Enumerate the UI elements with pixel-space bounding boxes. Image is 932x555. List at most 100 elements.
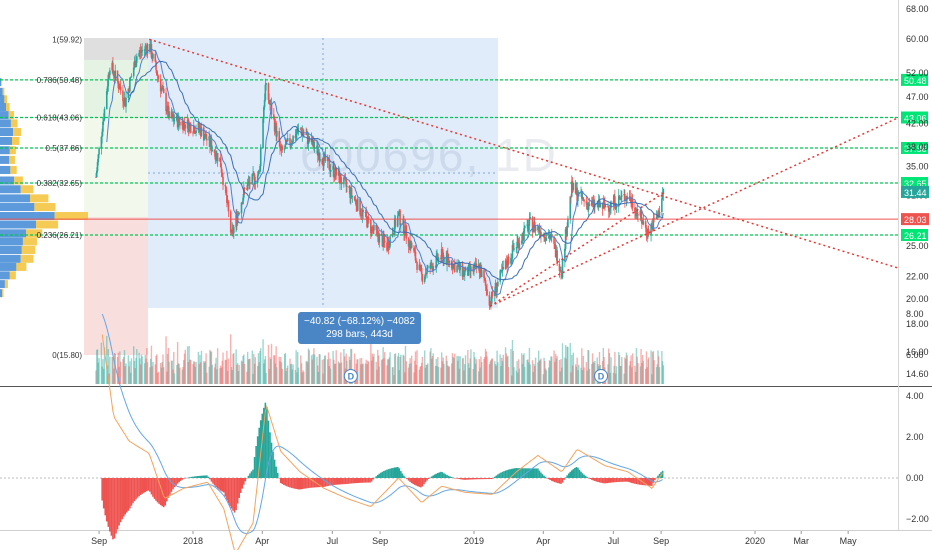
candle-body [576, 187, 578, 202]
volume-bar [270, 358, 272, 384]
macd-histogram-bar [464, 478, 467, 480]
volume-bar [184, 349, 187, 384]
volume-bar [522, 354, 524, 384]
volume-profile-bar-secondary [4, 280, 8, 289]
candle-body [529, 217, 531, 219]
candle-body [587, 203, 590, 210]
volume-bar [553, 350, 555, 384]
volume-bar [290, 363, 293, 384]
macd-histogram-bar [372, 478, 374, 480]
volume-bar [97, 362, 100, 384]
volume-bar [575, 366, 578, 384]
volume-bar [324, 355, 327, 384]
volume-bar [609, 372, 611, 384]
volume-bar [528, 347, 531, 384]
macd-histogram-bar [393, 467, 396, 478]
volume-bar [116, 356, 119, 384]
macd-histogram-bar [578, 469, 581, 478]
volume-bar [637, 363, 639, 384]
candle-body [229, 211, 232, 233]
candle-body [520, 240, 523, 244]
macd-histogram-bar [360, 478, 362, 483]
macd-histogram-bar [483, 478, 485, 480]
volume-bar [646, 367, 648, 384]
fib-level-label: 0(15.80) [52, 351, 82, 360]
volume-bar [330, 368, 332, 384]
volume-bar [397, 356, 399, 384]
candle-body [604, 202, 606, 208]
volume-profile-bar [0, 262, 17, 271]
volume-bar [391, 367, 394, 384]
candle-body [177, 116, 180, 128]
volume-bar [133, 346, 135, 384]
candle-body [183, 121, 186, 125]
volume-bar [302, 370, 304, 384]
volume-bar [658, 367, 661, 384]
macd-histogram-bar [651, 478, 653, 486]
candle-body [564, 229, 567, 249]
volume-bar [474, 357, 476, 384]
macd-histogram-bar [512, 468, 515, 478]
volume-bar [335, 350, 337, 384]
candle-body [132, 67, 135, 77]
candle-body [661, 198, 663, 212]
volume-bar [489, 361, 491, 384]
volume-bar [173, 351, 175, 384]
volume-bar [109, 356, 111, 384]
macd-histogram-bar [572, 469, 575, 478]
volume-bar [642, 360, 645, 384]
candle-body [513, 248, 515, 250]
volume-bar [232, 354, 234, 384]
volume-bar [544, 368, 547, 384]
volume-bar [259, 350, 261, 384]
macd-histogram-bar [273, 459, 276, 478]
volume-bar [357, 359, 359, 384]
volume-bar [236, 364, 238, 384]
candle-body [544, 233, 546, 239]
volume-bar [294, 369, 297, 384]
macd-histogram-bar [304, 478, 307, 489]
volume-bar [545, 370, 548, 384]
candle-body [193, 126, 196, 134]
volume-bar [570, 372, 572, 384]
volume-bar [313, 348, 315, 384]
volume-bar [124, 366, 126, 384]
volume-profile-bar [0, 280, 5, 289]
volume-bar [159, 363, 162, 384]
macd-histogram-bar [427, 478, 430, 480]
macd-histogram-bar [130, 478, 133, 506]
volume-bar [263, 363, 265, 384]
volume-profile-bar-secondary [22, 237, 37, 246]
candle-body [403, 219, 405, 235]
candle-body [318, 153, 321, 161]
volume-bar [480, 356, 482, 384]
volume-bar [273, 355, 276, 384]
volume-bar [210, 351, 212, 384]
macd-histogram-bar [116, 478, 119, 530]
candle-body [297, 128, 300, 130]
macd-histogram-bar [236, 478, 239, 504]
volume-bar [345, 353, 347, 384]
macd-histogram-bar [538, 470, 541, 478]
candle-body [251, 173, 254, 185]
candle-body [483, 278, 486, 281]
macd-histogram-bar [515, 468, 518, 478]
time-tick-label: 2018 [183, 536, 203, 546]
macd-histogram-bar [135, 478, 137, 500]
volume-bar [249, 358, 251, 384]
macd-histogram-bar [112, 478, 114, 540]
volume-bar [404, 372, 406, 384]
volume-bar [441, 361, 444, 384]
volume-bar [467, 363, 470, 384]
macd-histogram-bar [336, 478, 339, 485]
candle-body [102, 119, 105, 122]
volume-bar [578, 364, 580, 384]
macd-histogram-bar [383, 471, 385, 478]
volume-bar [661, 361, 664, 384]
macd-histogram-bar [529, 468, 531, 478]
macd-histogram-bar [404, 477, 407, 479]
macd-histogram-bar [196, 476, 199, 478]
macd-histogram-bar [558, 478, 561, 484]
